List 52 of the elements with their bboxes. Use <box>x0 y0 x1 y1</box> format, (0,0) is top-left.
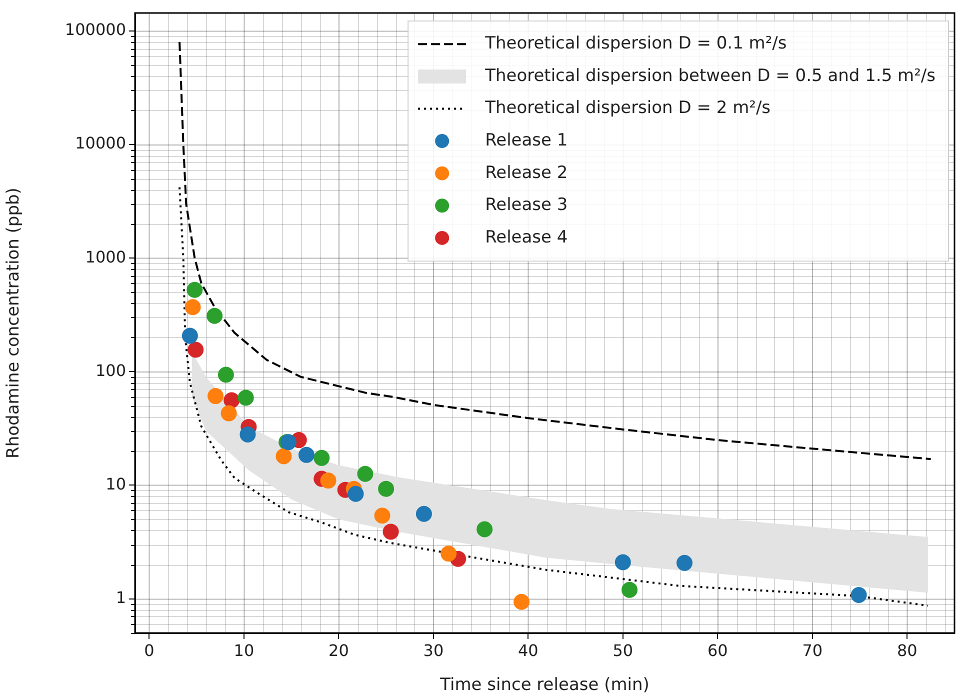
y-tick-label: 1 <box>116 588 126 607</box>
point <box>382 524 399 540</box>
x-tick-label: 0 <box>144 640 154 660</box>
x-tick-label: 60 <box>707 640 728 660</box>
point <box>182 328 198 344</box>
point <box>348 486 364 502</box>
point <box>208 388 224 404</box>
point <box>622 582 638 598</box>
x-tick-label: 10 <box>234 640 254 660</box>
point <box>238 390 254 406</box>
x-tick-label: 40 <box>518 640 538 660</box>
legend-label: Release 3 <box>485 195 568 216</box>
legend-label: Theoretical dispersion D = 2 m²/s <box>484 98 771 118</box>
line-series <box>178 186 929 607</box>
legend-label: Theoretical dispersion D = 0.1 m²/s <box>484 34 787 54</box>
point <box>320 472 336 489</box>
y-tick-label: 10 <box>106 474 126 494</box>
y-tick-label: 10000 <box>75 134 126 153</box>
x-tick-label: 70 <box>802 640 823 660</box>
legend-label: Theoretical dispersion between D = 0.5 and 1.5 m²/s <box>484 66 936 86</box>
x-axis-title: Time since release (min) <box>439 675 650 696</box>
point <box>614 554 631 570</box>
point <box>476 521 493 538</box>
y-tick-label: 100 <box>95 360 126 380</box>
point <box>314 450 330 466</box>
point <box>186 282 203 298</box>
y-tick-label: 100000 <box>64 20 126 40</box>
point <box>220 405 237 422</box>
legend-label: Release 1 <box>485 130 568 150</box>
point <box>218 366 234 383</box>
x-tick-label: 20 <box>328 640 349 660</box>
legend-label: Release 2 <box>485 162 568 183</box>
point <box>676 554 692 571</box>
x-tick-label: 80 <box>896 640 918 660</box>
point <box>188 342 204 358</box>
point <box>206 308 223 324</box>
point <box>357 466 374 482</box>
point <box>184 299 201 316</box>
point <box>298 446 314 463</box>
point <box>378 480 394 497</box>
x-tick-label: 30 <box>423 640 444 660</box>
y-axis-title: Rhodamine concentration (ppb) <box>4 188 24 458</box>
point <box>276 448 292 464</box>
x-tick-label: 50 <box>612 640 634 660</box>
point <box>416 506 432 522</box>
point <box>374 508 390 524</box>
point <box>514 594 530 610</box>
point <box>240 426 256 442</box>
y-tick-label: 1000 <box>85 247 126 266</box>
legend-label: Release 4 <box>485 227 568 248</box>
point <box>850 587 867 604</box>
point <box>440 546 457 562</box>
